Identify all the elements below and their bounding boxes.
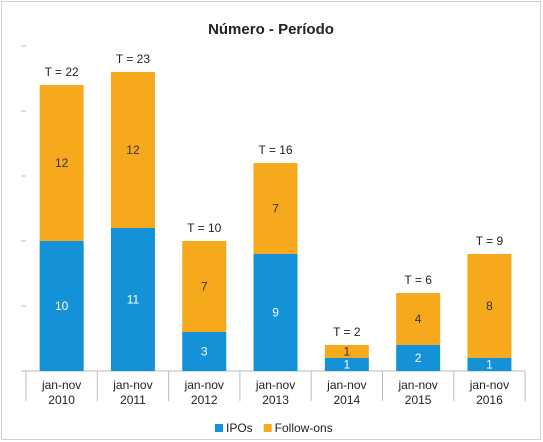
legend-swatch — [215, 424, 223, 432]
value-label: 11 — [127, 293, 140, 307]
bar-segment — [467, 358, 512, 371]
value-label: 10 — [55, 299, 69, 313]
value-label: 7 — [201, 280, 208, 294]
bar-segment — [324, 345, 369, 358]
chart-title: Número - Período — [208, 21, 334, 38]
total-label: T = 22 — [45, 65, 79, 79]
value-label: 8 — [486, 299, 493, 313]
value-label: 9 — [272, 306, 279, 320]
x-tick-label: jan-nov 2014 — [327, 378, 367, 407]
x-tick-label: jan-nov 2012 — [184, 378, 224, 407]
bar-segment — [110, 228, 155, 371]
bar-segment — [110, 72, 155, 228]
x-tick-label: jan-nov 2015 — [398, 378, 438, 407]
total-label: T = 10 — [187, 221, 221, 235]
bar-segment — [396, 345, 441, 371]
x-tick-label: jan-nov 2010 — [41, 378, 82, 407]
value-label: 1 — [344, 358, 351, 372]
total-label: T = 16 — [258, 143, 292, 157]
bar-segment — [39, 85, 84, 241]
bar-segment — [182, 241, 227, 332]
legend-label: Follow-ons — [275, 421, 333, 435]
x-tick-label: jan-nov 2016 — [469, 378, 510, 407]
value-label: 1 — [344, 345, 351, 359]
bar-segment — [467, 254, 512, 358]
x-tick-label: jan-nov 2013 — [255, 378, 296, 407]
value-label: 12 — [55, 156, 69, 170]
value-label: 1 — [486, 358, 493, 372]
total-label: T = 23 — [116, 52, 150, 66]
bar-segment — [182, 332, 227, 371]
legend-swatch — [263, 424, 272, 432]
bar-segment — [253, 163, 298, 254]
legend-label: IPOs — [226, 421, 253, 435]
bar-segment — [396, 293, 441, 345]
total-label: T = 9 — [476, 234, 504, 248]
value-label: 7 — [272, 202, 279, 216]
value-label: 3 — [201, 345, 208, 359]
total-label: T = 2 — [333, 325, 361, 339]
bar-segment — [253, 254, 298, 371]
value-label: 2 — [415, 351, 422, 365]
bar-segment — [324, 358, 369, 371]
x-tick-label: jan-nov 2011 — [113, 378, 153, 407]
value-label: 4 — [415, 312, 422, 326]
value-label: 12 — [126, 143, 140, 157]
bar-segment — [39, 241, 84, 371]
total-label: T = 6 — [404, 273, 432, 287]
